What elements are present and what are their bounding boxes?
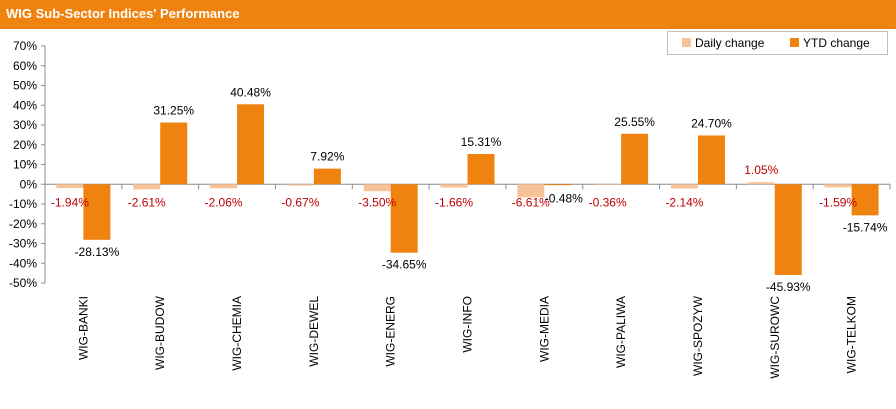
data-label-ytd: -0.48% xyxy=(545,191,583,205)
bar-ytd xyxy=(237,104,265,185)
y-tick-label: 30% xyxy=(13,118,37,132)
data-label-daily: -1.94% xyxy=(51,195,89,209)
x-tick-label: WIG-INFO xyxy=(461,296,475,353)
legend-swatch-ytd xyxy=(790,38,799,48)
y-tick-label: -10% xyxy=(9,197,37,211)
bar-daily xyxy=(286,184,314,186)
y-tick-label: 40% xyxy=(13,98,37,112)
y-tick-label: 20% xyxy=(13,138,37,152)
legend-label-daily: Daily change xyxy=(695,36,765,50)
y-tick-label: 0% xyxy=(20,177,38,191)
x-tick-label: WIG-BANKI xyxy=(76,296,90,360)
legend-swatch-daily xyxy=(682,38,691,48)
y-tick-label: -50% xyxy=(9,276,37,290)
bar-ytd xyxy=(621,133,649,185)
title-bar: WIG Sub-Sector Indices' Performance xyxy=(0,0,896,29)
data-label-daily: 1.05% xyxy=(744,163,778,177)
data-label-ytd: 40.48% xyxy=(230,85,271,99)
legend-item-daily: Daily change xyxy=(682,36,764,50)
chart-title: WIG Sub-Sector Indices' Performance xyxy=(6,6,240,21)
x-tick-label: WIG-SPOZYW xyxy=(691,295,705,376)
bar-ytd xyxy=(851,184,879,216)
bar-ytd xyxy=(544,184,572,186)
bar-ytd xyxy=(697,135,725,185)
data-label-daily: -6.61% xyxy=(512,195,550,209)
data-label-ytd: -45.93% xyxy=(766,280,811,294)
x-tick-label: WIG-CHEMIA xyxy=(230,296,244,371)
data-label-daily: -1.59% xyxy=(819,195,857,209)
x-tick-label: WIG-DEWEL xyxy=(307,296,321,367)
y-tick-label: 10% xyxy=(13,158,37,172)
data-label-daily: -2.06% xyxy=(205,195,243,209)
data-label-daily: -3.50% xyxy=(358,195,396,209)
bar-ytd xyxy=(390,184,418,253)
y-tick-label: 70% xyxy=(13,39,37,53)
chart-legend: Daily change YTD change xyxy=(667,31,888,55)
bar-daily xyxy=(747,182,775,185)
data-label-daily: -0.67% xyxy=(281,195,319,209)
x-tick-label: WIG-PALIWA xyxy=(614,296,628,368)
y-tick-label: -20% xyxy=(9,217,37,231)
bar-ytd xyxy=(313,168,341,185)
bar-daily xyxy=(517,184,545,198)
y-tick-label: -40% xyxy=(9,256,37,270)
data-label-ytd: 31.25% xyxy=(153,104,194,118)
bar-daily xyxy=(363,184,391,192)
y-tick-label: 60% xyxy=(13,59,37,73)
bar-daily xyxy=(824,184,852,188)
y-tick-label: -30% xyxy=(9,237,37,251)
bar-ytd xyxy=(774,184,802,275)
data-label-ytd: -34.65% xyxy=(382,258,427,272)
bar-daily xyxy=(210,184,238,189)
bar-ytd xyxy=(83,184,111,240)
bar-daily xyxy=(56,184,84,189)
bar-ytd xyxy=(467,154,495,185)
x-tick-label: WIG-ENERG xyxy=(384,296,398,367)
x-tick-label: WIG-SUROWC xyxy=(768,296,782,379)
x-tick-label: WIG-TELKOM xyxy=(845,296,859,373)
bar-daily xyxy=(133,184,161,190)
data-label-ytd: -15.74% xyxy=(843,220,888,234)
data-label-ytd: -28.13% xyxy=(75,245,120,259)
data-label-daily: -1.66% xyxy=(435,195,473,209)
legend-label-ytd: YTD change xyxy=(803,36,870,50)
y-tick-label: 50% xyxy=(13,79,37,93)
data-label-daily: -2.14% xyxy=(665,195,703,209)
x-tick-label: WIG-BUDOW xyxy=(153,295,167,370)
bar-ytd xyxy=(160,122,188,185)
bar-daily xyxy=(594,184,622,186)
data-label-ytd: 25.55% xyxy=(614,115,655,129)
data-label-ytd: 7.92% xyxy=(310,150,344,164)
data-label-ytd: 15.31% xyxy=(461,135,502,149)
bar-daily xyxy=(440,184,468,188)
bar-daily xyxy=(670,184,698,189)
legend-item-ytd: YTD change xyxy=(790,36,870,50)
x-tick-label: WIG-MEDIA xyxy=(537,296,551,362)
data-label-daily: -2.61% xyxy=(128,195,166,209)
data-label-ytd: 24.70% xyxy=(691,116,732,130)
data-label-daily: -0.36% xyxy=(589,195,627,209)
